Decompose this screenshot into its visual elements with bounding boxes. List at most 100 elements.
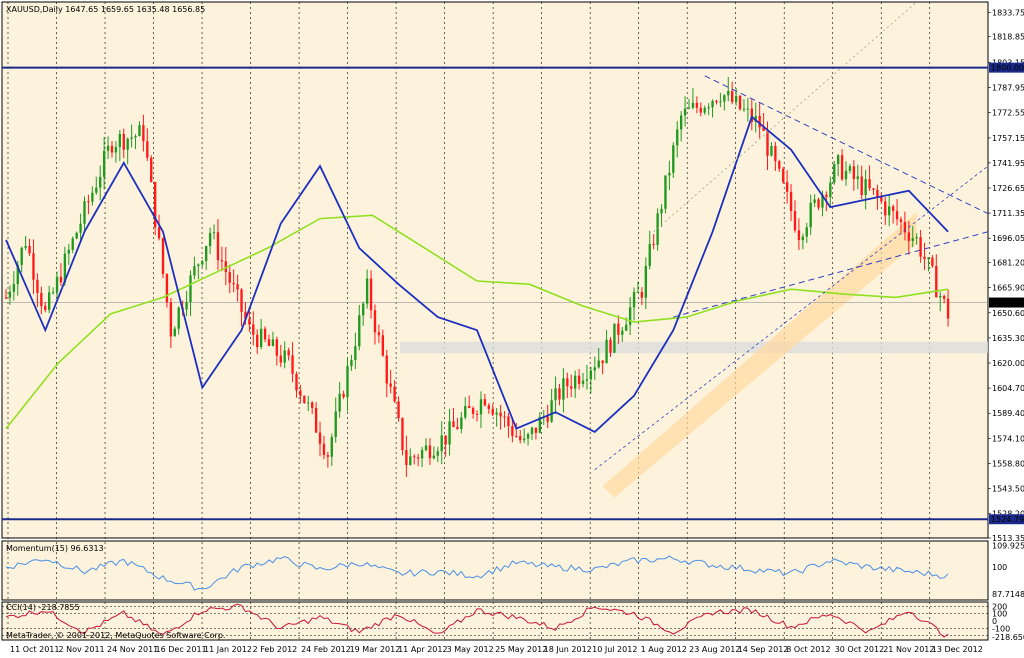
trendline-channel-upper	[653, 1, 917, 233]
candle-body	[122, 133, 125, 150]
candle-body	[358, 315, 361, 347]
candle-body	[593, 367, 596, 371]
candle-body	[142, 125, 145, 142]
cci-panel	[1, 601, 989, 641]
candle-body	[32, 253, 35, 280]
candle-body	[464, 406, 467, 418]
candle-body	[734, 95, 738, 103]
candle-body	[821, 194, 824, 208]
momentum-y-label: 109.9256	[992, 542, 1024, 551]
x-tick-label: 14 Sep 2012	[738, 645, 789, 654]
candle-body	[891, 206, 895, 211]
candle-body	[809, 202, 812, 228]
candle-body	[153, 181, 157, 228]
candle-body	[220, 260, 224, 262]
momentum-y-label: 87.7148	[992, 590, 1024, 599]
candle-body	[573, 375, 577, 389]
candle-body	[283, 350, 286, 363]
candle-body	[888, 206, 891, 216]
x-tick-label: 8 Oct 2012	[786, 645, 830, 654]
y-tick-label: 1787.95	[992, 83, 1024, 92]
candle-body	[114, 146, 118, 153]
candle-body	[562, 378, 565, 400]
candle-body	[291, 355, 294, 374]
candle-body	[432, 455, 436, 459]
candle-body	[279, 355, 282, 363]
candle-body	[876, 189, 879, 198]
candle-body	[664, 175, 667, 209]
cci-title: CCI(14) -218.7855	[6, 603, 80, 612]
candle-body	[558, 388, 561, 400]
candle-body	[939, 295, 942, 298]
candle-body	[919, 237, 922, 257]
candle-body	[742, 108, 746, 110]
candle-body	[189, 275, 192, 303]
candle-body	[452, 421, 455, 428]
candle-body	[55, 276, 59, 293]
cci-y-label: -218.650	[992, 633, 1024, 642]
candle-body	[471, 408, 475, 414]
candle-body	[169, 302, 173, 337]
candle-body	[499, 412, 502, 417]
candle-body	[381, 335, 385, 356]
candle-body	[424, 445, 428, 451]
candle-body	[342, 393, 345, 398]
candle-body	[138, 125, 141, 137]
candle-body	[318, 432, 322, 444]
candle-body	[334, 411, 337, 438]
candle-body	[530, 427, 534, 435]
candle-body	[75, 232, 78, 239]
y-tick-label: 1741.95	[992, 159, 1024, 168]
candle-body	[515, 435, 518, 437]
candle-body	[585, 379, 589, 381]
candle-body	[362, 303, 365, 316]
candle-body	[911, 238, 914, 241]
price-level-label: 1800.00	[991, 64, 1024, 73]
candle-body	[59, 276, 63, 283]
cci-line	[5, 603, 949, 638]
candle-body	[330, 437, 333, 457]
candle-body	[695, 102, 699, 108]
candle-body	[907, 232, 910, 241]
candle-body	[766, 131, 769, 156]
candle-body	[295, 373, 298, 391]
candle-body	[314, 407, 318, 433]
trendline-support	[673, 231, 989, 318]
candle-body	[232, 282, 235, 285]
candle-body	[797, 230, 801, 241]
momentum-line	[5, 555, 949, 591]
candle-body	[51, 292, 55, 294]
candle-body	[676, 129, 679, 146]
candle-body	[833, 164, 836, 183]
candle-body	[864, 179, 867, 196]
candle-body	[758, 116, 761, 128]
candle-body	[236, 284, 239, 290]
y-tick-label: 1711.35	[992, 209, 1024, 218]
candle-body	[197, 264, 200, 267]
candle-body	[707, 107, 710, 109]
candle-body	[683, 108, 687, 116]
candle-body	[365, 278, 369, 304]
candle-body	[577, 375, 581, 384]
candle-body	[448, 421, 451, 445]
candle-body	[731, 90, 734, 103]
candle-body	[165, 274, 169, 303]
candle-body	[601, 360, 604, 364]
candle-body	[373, 310, 377, 333]
x-tick-label: 13 Dec 2012	[932, 645, 983, 654]
candle-body	[770, 145, 773, 156]
candle-body	[326, 455, 330, 457]
candle-body	[185, 302, 188, 310]
x-tick-label: 2 Feb 2012	[253, 645, 298, 654]
candle-body	[146, 141, 149, 158]
candle-body	[605, 339, 608, 364]
x-tick-label: 2 Nov 2011	[59, 645, 105, 654]
support-zone	[400, 341, 988, 354]
candle-body	[495, 412, 498, 415]
candle-body	[468, 406, 471, 409]
candle-body	[369, 278, 373, 311]
candle-body	[256, 334, 259, 348]
candle-body	[393, 386, 396, 402]
